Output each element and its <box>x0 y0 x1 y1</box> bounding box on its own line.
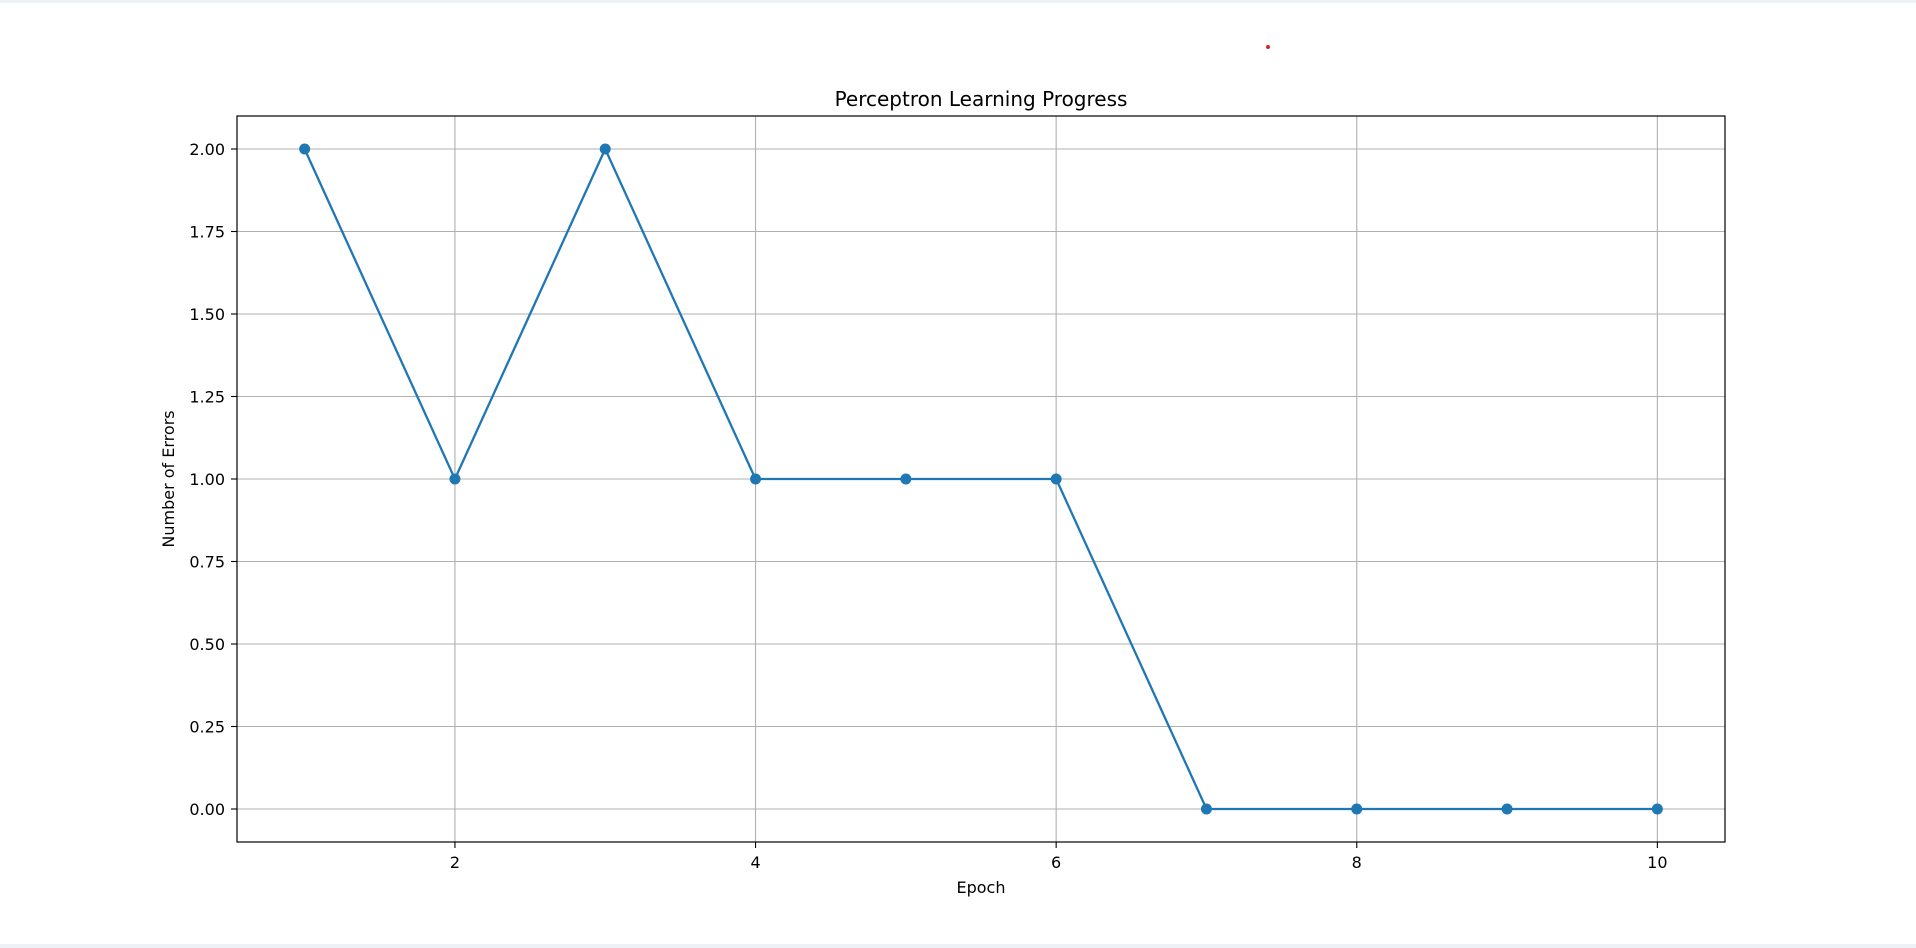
y-tick-label: 1.25 <box>189 388 225 407</box>
y-tick-label: 1.50 <box>189 305 225 324</box>
data-point <box>1351 803 1363 815</box>
y-tick-label: 0.50 <box>189 635 225 654</box>
y-axis-ticks: 0.00 0.25 0.50 0.75 1.00 1.25 1.50 1.75 2.00 <box>189 140 237 819</box>
data-point <box>299 143 311 155</box>
data-point <box>599 143 611 155</box>
data-point <box>1651 803 1663 815</box>
data-point <box>1200 803 1212 815</box>
data-point <box>449 473 461 485</box>
x-tick-label: 8 <box>1352 853 1362 872</box>
data-point <box>1050 473 1062 485</box>
x-tick-label: 6 <box>1051 853 1061 872</box>
series-line <box>303 147 1658 811</box>
y-tick-label: 2.00 <box>189 140 225 159</box>
y-axis-label: Number of Errors <box>159 410 178 547</box>
series-layer <box>299 143 1663 815</box>
x-tick-label: 4 <box>750 853 760 872</box>
mouse-cursor-dot <box>1266 45 1270 49</box>
data-point <box>900 473 912 485</box>
window-bottom-border <box>0 944 1916 948</box>
y-tick-label: 1.00 <box>189 470 225 489</box>
y-tick-label: 0.25 <box>189 718 225 737</box>
y-tick-label: 0.75 <box>189 553 225 572</box>
x-axis-ticks: 2 4 6 8 10 <box>450 842 1668 872</box>
x-axis-label: Epoch <box>957 878 1006 897</box>
y-tick-label: 1.75 <box>189 223 225 242</box>
x-tick-label: 10 <box>1647 853 1667 872</box>
window-top-border <box>0 0 1916 3</box>
y-tick-label: 0.00 <box>189 800 225 819</box>
data-point <box>1501 803 1513 815</box>
x-tick-label: 2 <box>450 853 460 872</box>
chart-title: Perceptron Learning Progress <box>835 87 1128 111</box>
data-point <box>750 473 762 485</box>
